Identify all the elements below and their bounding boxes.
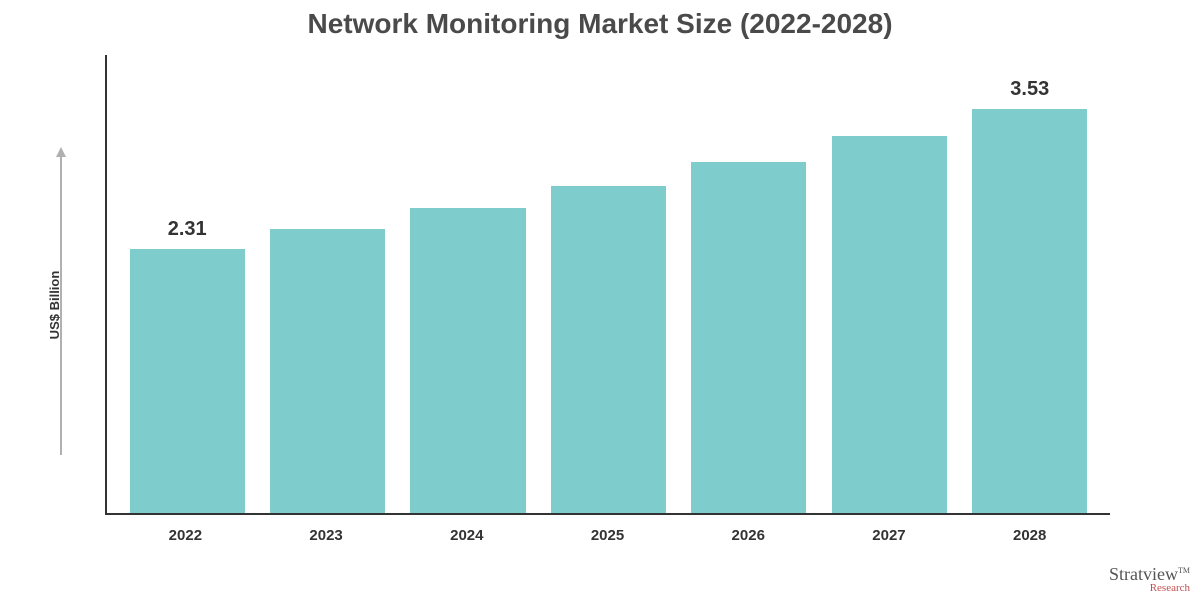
bar-value-label: 3.53 <box>1010 78 1049 101</box>
bar <box>972 109 1087 513</box>
x-axis-label: 2028 <box>959 519 1100 555</box>
bar <box>130 249 245 513</box>
watermark-sub: Research <box>1109 583 1190 594</box>
bar-slot: 2.31 <box>117 55 257 513</box>
watermark-main: Stratview <box>1109 564 1178 584</box>
watermark-tm: TM <box>1178 566 1190 575</box>
x-axis-label: 2026 <box>678 519 819 555</box>
chart-title: Network Monitoring Market Size (2022-202… <box>0 0 1200 40</box>
y-axis-arrow-icon <box>60 155 62 455</box>
bar <box>410 208 525 513</box>
bar <box>270 229 385 513</box>
x-axis-label: 2025 <box>537 519 678 555</box>
x-axis-label: 2022 <box>115 519 256 555</box>
bar <box>691 162 806 514</box>
x-axis-labels: 2022202320242025202620272028 <box>105 519 1110 555</box>
bars-group: 2.31 3.53 <box>107 55 1110 513</box>
chart-container: US$ Billion 2.313.53 2022202320242025202… <box>80 55 1110 555</box>
bar-slot: 3.53 <box>960 55 1100 513</box>
bar-value-label: 2.31 <box>168 218 207 241</box>
watermark-logo: StratviewTM Research <box>1109 565 1190 594</box>
bar <box>832 136 947 513</box>
x-axis-label: 2024 <box>396 519 537 555</box>
bar-slot <box>679 55 819 513</box>
bar-slot <box>398 55 538 513</box>
plot-area: 2.31 3.53 <box>105 55 1110 515</box>
bar <box>551 186 666 513</box>
bar-slot <box>257 55 397 513</box>
x-axis-label: 2023 <box>256 519 397 555</box>
x-axis-label: 2027 <box>819 519 960 555</box>
bar-slot <box>819 55 959 513</box>
bar-slot <box>538 55 678 513</box>
